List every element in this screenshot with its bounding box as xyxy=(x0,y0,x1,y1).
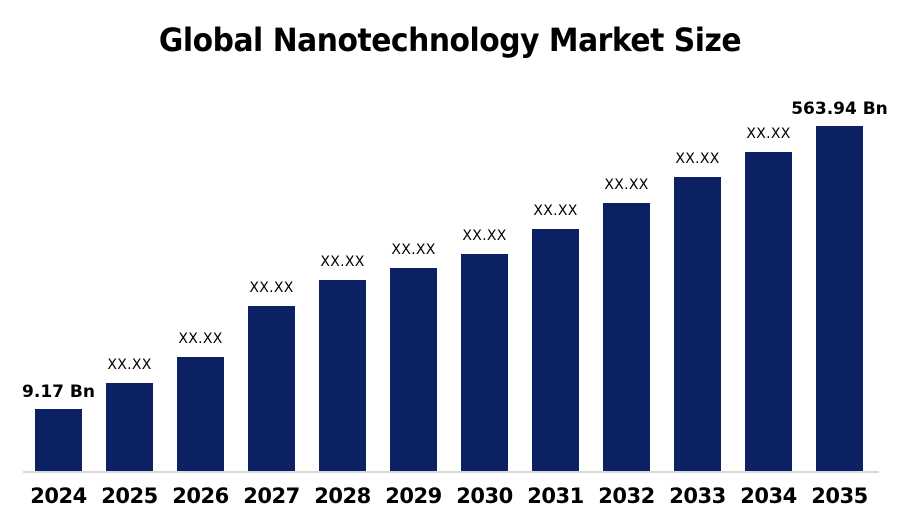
bar-column-2024: 9.17 Bn xyxy=(13,382,105,471)
bar-column-2031: XX.XX xyxy=(510,203,602,471)
bar-2029 xyxy=(390,268,437,471)
x-axis-label-2026: 2026 xyxy=(172,484,229,508)
x-axis-label-2024: 2024 xyxy=(30,484,87,508)
bar-value-label: XX.XX xyxy=(249,280,294,296)
x-axis-label-2034: 2034 xyxy=(740,484,797,508)
bar-column-2025: XX.XX xyxy=(84,357,176,471)
x-axis-label-2029: 2029 xyxy=(385,484,442,508)
x-axis-line xyxy=(23,471,879,473)
x-axis-label-2033: 2033 xyxy=(669,484,726,508)
bar-column-2027: XX.XX xyxy=(226,280,318,471)
bar-2035 xyxy=(816,126,863,471)
bar-value-label: XX.XX xyxy=(391,242,436,258)
x-axis-label-2027: 2027 xyxy=(243,484,300,508)
bar-2025 xyxy=(106,383,153,471)
x-axis-label-2031: 2031 xyxy=(527,484,584,508)
bar-2028 xyxy=(319,280,366,471)
x-axis-label-2028: 2028 xyxy=(314,484,371,508)
bar-2034 xyxy=(745,152,792,471)
x-axis-label-2025: 2025 xyxy=(101,484,158,508)
bar-value-label: XX.XX xyxy=(604,177,649,193)
bar-value-label: XX.XX xyxy=(533,203,578,219)
bar-value-label: XX.XX xyxy=(675,151,720,167)
bar-value-label: XX.XX xyxy=(178,331,223,347)
bar-column-2030: XX.XX xyxy=(439,228,531,471)
bar-2033 xyxy=(674,177,721,471)
bar-column-2035: 563.94 Bn xyxy=(791,99,888,471)
bar-value-label: XX.XX xyxy=(462,228,507,244)
bar-value-label: XX.XX xyxy=(107,357,152,373)
bar-2026 xyxy=(177,357,224,471)
bar-value-label: XX.XX xyxy=(746,126,791,142)
bar-column-2028: XX.XX xyxy=(297,254,389,471)
bar-2027 xyxy=(248,306,295,471)
chart-title: Global Nanotechnology Market Size xyxy=(158,21,742,59)
bar-2030 xyxy=(461,254,508,471)
bar-value-label: 563.94 Bn xyxy=(791,99,888,119)
bar-2031 xyxy=(532,229,579,471)
bar-column-2034: XX.XX xyxy=(723,126,815,471)
bar-value-label: XX.XX xyxy=(320,254,365,270)
bar-column-2032: XX.XX xyxy=(581,177,673,471)
bar-column-2033: XX.XX xyxy=(652,151,744,471)
x-axis-label-2035: 2035 xyxy=(811,484,868,508)
bar-2024 xyxy=(35,409,82,471)
bar-column-2029: XX.XX xyxy=(368,242,460,471)
bar-value-label: 9.17 Bn xyxy=(22,382,95,402)
bar-2032 xyxy=(603,203,650,471)
x-axis-label-2030: 2030 xyxy=(456,484,513,508)
bar-column-2026: XX.XX xyxy=(155,331,247,471)
x-axis-label-2032: 2032 xyxy=(598,484,655,508)
